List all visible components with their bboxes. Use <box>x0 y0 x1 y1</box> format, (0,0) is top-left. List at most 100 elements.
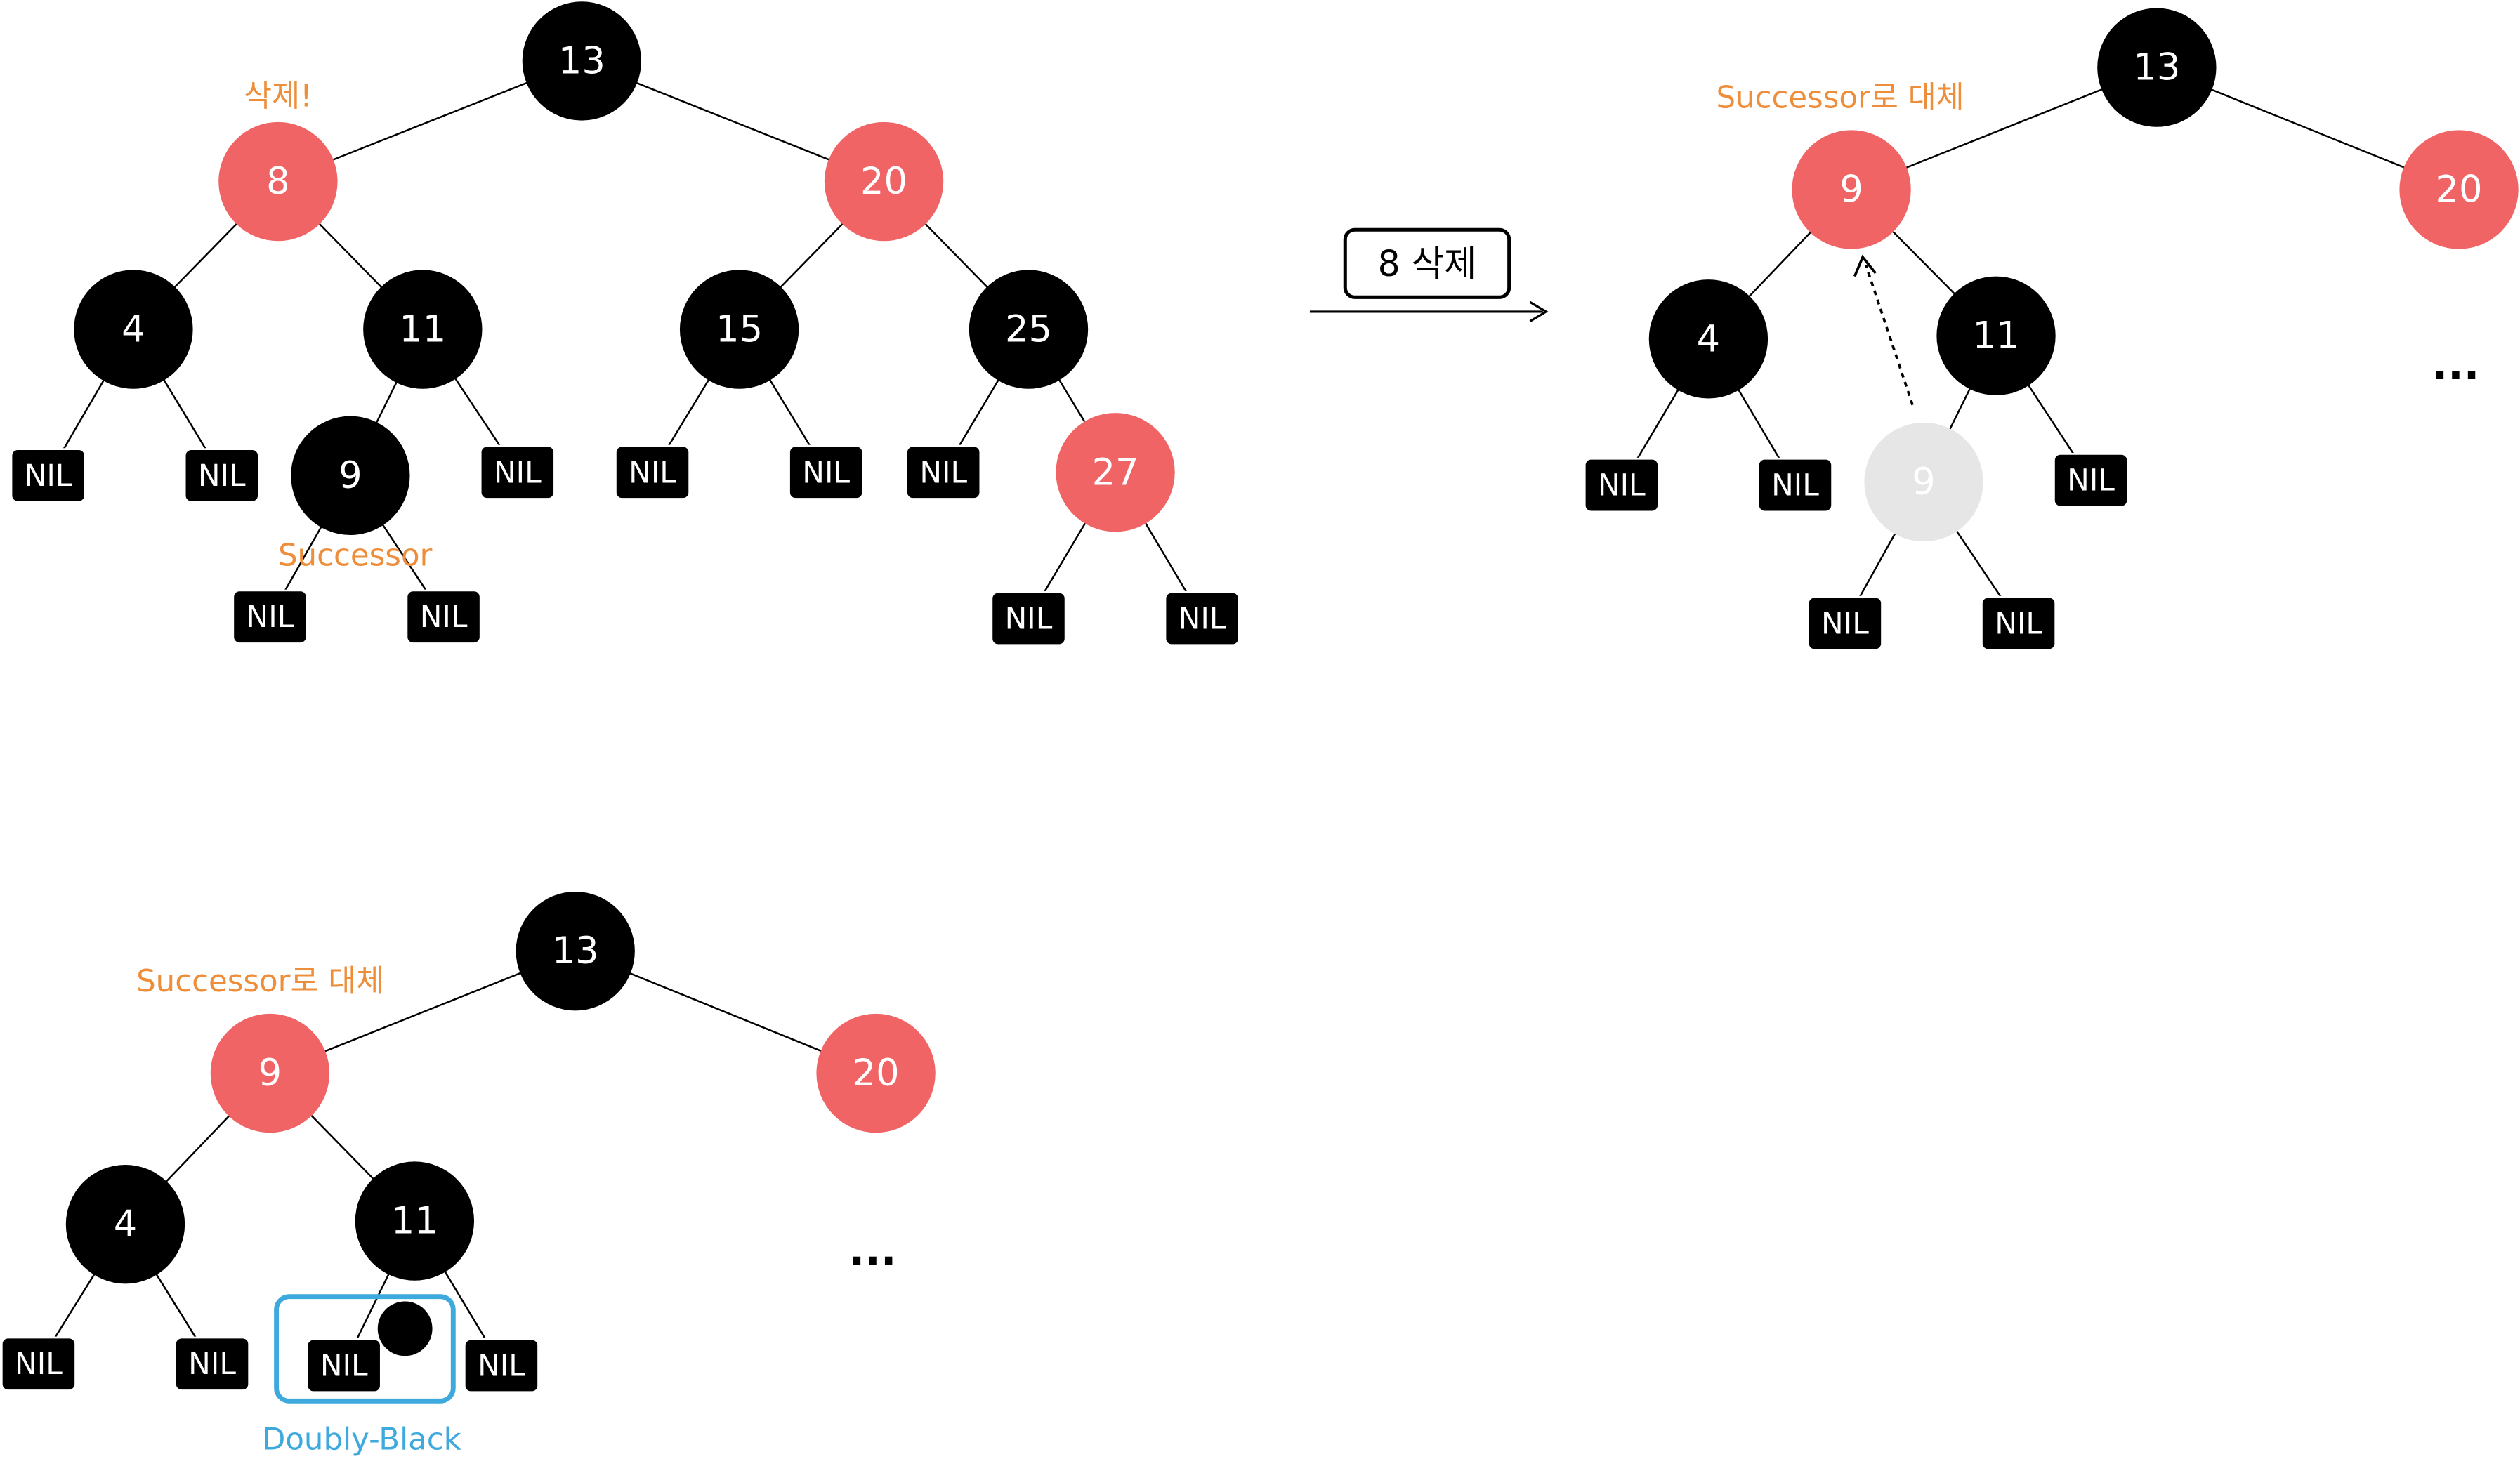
node-circle <box>74 270 193 389</box>
nil-box <box>463 1338 539 1394</box>
node-label: 9 <box>339 454 362 497</box>
node-label: NIL <box>919 455 967 489</box>
black-node: 15 <box>679 270 799 389</box>
node-label: NIL <box>1771 468 1819 503</box>
red-node: 20 <box>816 1013 936 1133</box>
replace-label: Successor로 대체 <box>1716 81 1964 116</box>
red-node: 20 <box>824 121 944 242</box>
node-label: 4 <box>114 1203 137 1246</box>
node-label: NIL <box>15 1347 63 1381</box>
red-node: 20 <box>2399 130 2519 249</box>
node-label: 20 <box>853 1052 900 1095</box>
nil-leaf: NIL <box>183 448 260 503</box>
labels-layer: 삭제! Successor Successor로 대체 Successor로 대체 Do… <box>136 79 1964 1457</box>
delete-label: 삭제! <box>244 79 312 114</box>
nil-box <box>2053 453 2129 508</box>
node-circle <box>1864 422 1983 542</box>
nil-leaf: NIL <box>1981 595 2057 651</box>
node-label: NIL <box>2067 463 2115 498</box>
nil-box <box>405 589 482 645</box>
nil-box <box>232 589 308 645</box>
nil-leaf: NIL <box>479 444 556 500</box>
node-circle <box>522 1 642 121</box>
node-circle <box>516 891 635 1011</box>
black-node: 11 <box>1936 276 2056 395</box>
node-label: 11 <box>1973 315 2020 357</box>
nil-box <box>1981 595 2057 651</box>
node-label: NIL <box>1598 468 1646 503</box>
black-node: 4 <box>65 1164 185 1284</box>
black-node: 9 <box>291 416 410 535</box>
nil-leaf: NIL <box>1583 457 1660 513</box>
step-arrow: 8 삭제 <box>1309 227 1549 323</box>
node-circle <box>679 270 799 389</box>
nil-box <box>479 444 556 500</box>
nil-box <box>990 590 1067 647</box>
nil-leaf: NIL <box>232 589 308 645</box>
successor-label: Successor <box>278 539 433 574</box>
node-circle <box>816 1013 936 1133</box>
node-label: NIL <box>1995 606 2042 640</box>
node-label: NIL <box>494 455 542 489</box>
node-label: 4 <box>122 308 145 351</box>
node-label: 25 <box>1005 308 1052 351</box>
ellipsis: ... <box>849 1227 897 1275</box>
black-node: 13 <box>522 1 642 121</box>
red-node: 9 <box>1792 130 1911 249</box>
node-circle <box>1936 276 2056 395</box>
node-label: 9 <box>1839 169 1863 211</box>
node-label: NIL <box>1179 601 1226 635</box>
node-label: NIL <box>629 455 676 489</box>
node-label: 20 <box>2436 169 2483 211</box>
nil-box <box>10 448 86 503</box>
arrow-head-icon <box>1529 301 1549 323</box>
nil-box <box>1806 595 1883 651</box>
step-label-box <box>1343 227 1511 299</box>
nil-leaf: NIL <box>463 1338 539 1394</box>
node-circle <box>2399 130 2519 249</box>
replace-label: Successor로 대체 <box>136 964 384 999</box>
node-label: 13 <box>552 930 599 972</box>
node-label: NIL <box>802 455 850 489</box>
node-circle <box>1792 130 1911 249</box>
successor-move-arrow <box>1853 254 1914 406</box>
nil-leaf: NIL <box>2053 453 2129 508</box>
nil-box <box>905 444 982 500</box>
node-label: NIL <box>420 600 468 634</box>
black-node: 13 <box>2097 8 2217 127</box>
nil-leaf: NIL <box>615 444 691 500</box>
node-label: 27 <box>1092 451 1139 494</box>
node-circle <box>1648 279 1768 399</box>
node-label: NIL <box>478 1349 525 1383</box>
node-label: NIL <box>1821 606 1869 640</box>
node-circle <box>65 1164 185 1284</box>
red-node: 8 <box>218 121 338 242</box>
nil-leaf: NIL <box>788 444 865 500</box>
node-circle <box>210 1013 330 1133</box>
nil-leaf: NIL <box>1757 457 1833 513</box>
node-label: 13 <box>558 39 605 82</box>
node-label: 20 <box>860 160 907 203</box>
nil-box <box>1164 590 1240 647</box>
nil-leaf: NIL <box>1806 595 1883 651</box>
step-label: 8 삭제 <box>1378 243 1477 284</box>
node-label: 4 <box>1697 317 1720 360</box>
dotted-arrow-head-icon <box>1853 254 1877 277</box>
nil-box <box>1757 457 1833 513</box>
nil-box <box>1583 457 1660 513</box>
node-circle <box>363 270 483 389</box>
black-node: 4 <box>1648 279 1768 399</box>
nil-leaf: NIL <box>905 444 982 500</box>
node-label: NIL <box>188 1347 236 1381</box>
nil-box <box>0 1336 77 1392</box>
red-node: 9 <box>210 1013 330 1133</box>
ellipsis: ... <box>2432 341 2480 390</box>
node-label: NIL <box>247 600 294 634</box>
doubly-black-label: Doubly-Black <box>262 1422 462 1457</box>
doubly-black-marker <box>274 1294 456 1404</box>
nil-leaf: NIL <box>1164 590 1240 647</box>
black-node: 25 <box>969 270 1089 389</box>
node-label: 11 <box>399 308 446 351</box>
node-circle <box>969 270 1089 389</box>
